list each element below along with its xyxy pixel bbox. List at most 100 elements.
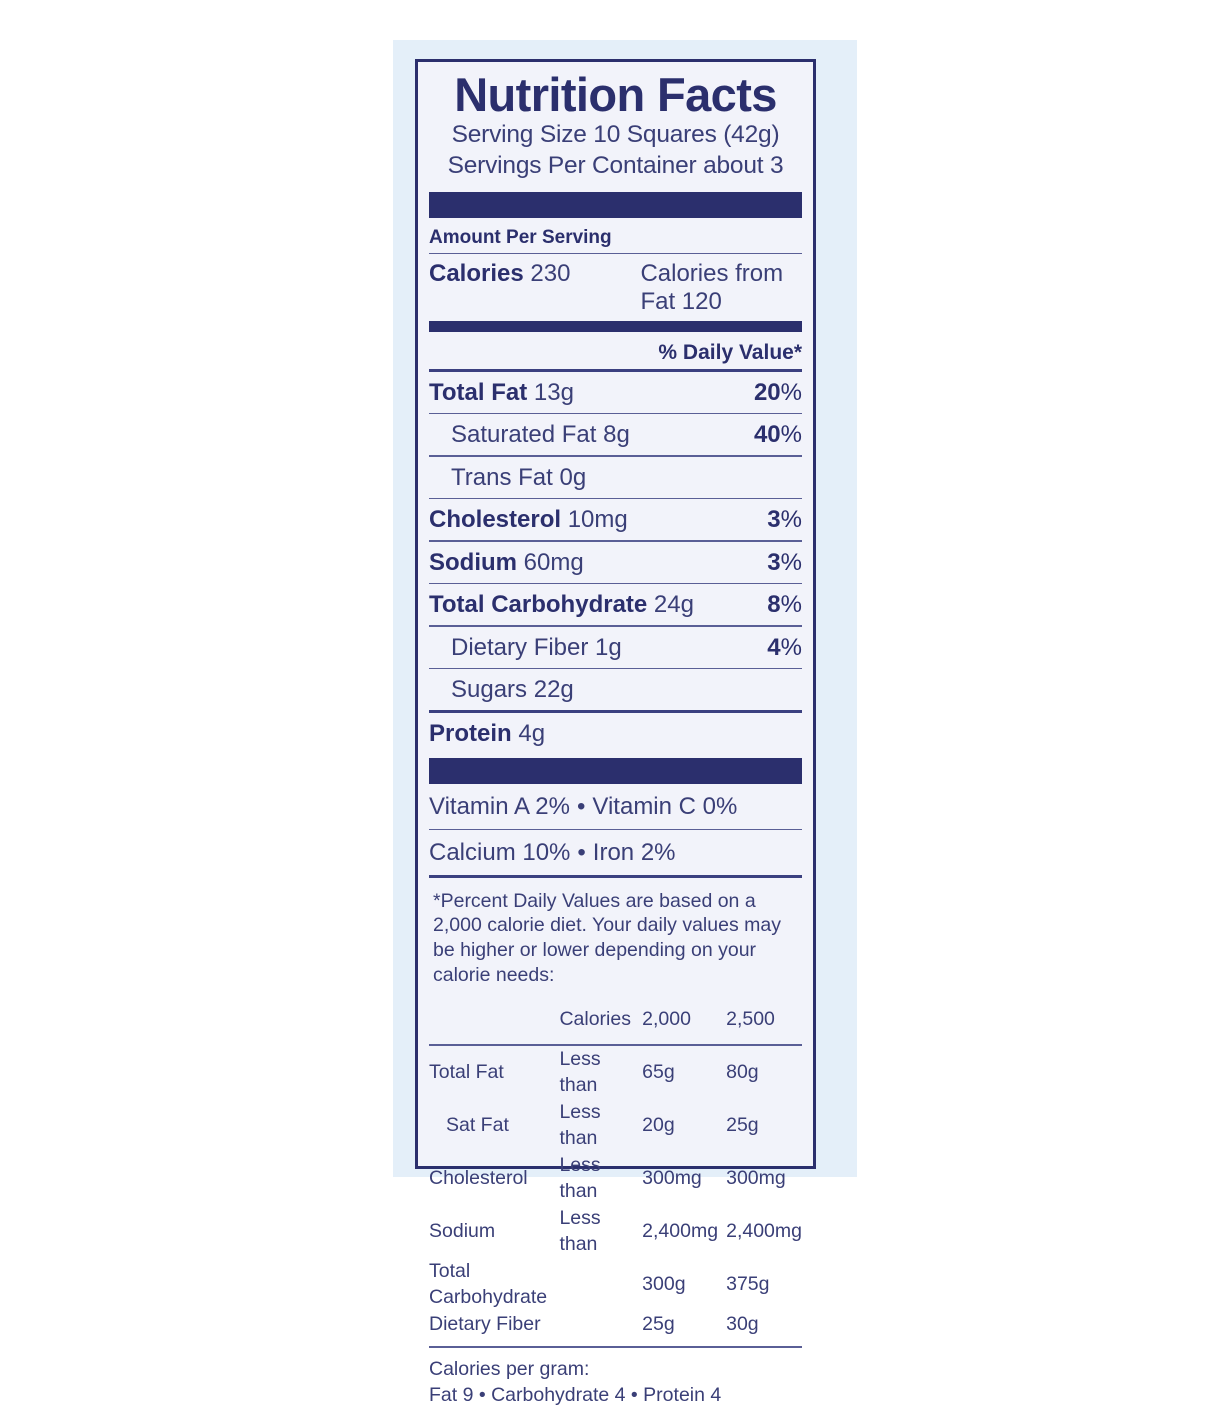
servings-per-container-text: Servings Per Container about 3 bbox=[447, 152, 784, 180]
dv-qualifier: Less than bbox=[559, 1206, 601, 1256]
nutrient-name: Saturated Fat bbox=[451, 421, 597, 449]
dv-nutrient-name: Total Fat bbox=[429, 1060, 504, 1083]
table-row: Sodium Less than 2,400mg 2,400mg bbox=[429, 1205, 802, 1258]
nutrient-amount: 10mg bbox=[567, 506, 628, 534]
nutrient-name: Trans Fat bbox=[451, 463, 553, 491]
nutrient-name: Total Carbohydrate bbox=[429, 591, 648, 619]
vitamin-a-value: Vitamin A 2% bbox=[429, 792, 570, 820]
dv-value-2500: 25g bbox=[726, 1113, 759, 1136]
table-row: Saturated Fat 8g 40% bbox=[429, 414, 802, 455]
nutrient-name: Total Fat bbox=[429, 378, 528, 406]
dv-value-2000: 20g bbox=[642, 1113, 675, 1136]
nutrient-amount: 4g bbox=[518, 719, 546, 747]
nutrient-amount: 24g bbox=[653, 591, 694, 619]
calories-divider-bar bbox=[429, 321, 802, 333]
calories-per-gram-block: Calories per gram: Fat 9 • Carbohydrate … bbox=[429, 1348, 802, 1408]
nutrient-amount: 0g bbox=[559, 463, 587, 491]
dv-value-2500: 30g bbox=[726, 1312, 759, 1335]
table-row: Sodium 60mg 3% bbox=[429, 542, 802, 583]
dv-nutrient-name: Sat Fat bbox=[446, 1113, 509, 1136]
table-row: Total Carbohydrate 24g 8% bbox=[429, 584, 802, 625]
table-row: Protein 4g bbox=[429, 713, 802, 754]
table-row: Cholesterol Less than 300mg 300mg bbox=[429, 1152, 802, 1205]
vitamin-c-value: Vitamin C 0% bbox=[592, 792, 738, 820]
dv-nutrient-name: Sodium bbox=[429, 1220, 496, 1243]
row-divider bbox=[429, 497, 802, 500]
table-row: Total Fat Less than 65g 80g bbox=[429, 1046, 802, 1099]
column-header-2500: 2,500 bbox=[726, 1007, 775, 1030]
row-divider bbox=[429, 625, 802, 627]
nutrient-name: Sugars bbox=[451, 676, 528, 704]
header-divider-bar bbox=[429, 191, 802, 218]
row-divider bbox=[429, 667, 802, 670]
table-header-divider bbox=[429, 1037, 802, 1046]
calories-value: 230 bbox=[530, 260, 571, 288]
nutrient-daily-value: 20% bbox=[753, 378, 802, 406]
dv-value-2500: 375g bbox=[726, 1273, 770, 1296]
calories-per-gram-title: Calories per gram: bbox=[429, 1357, 590, 1380]
calories-label: Calories bbox=[429, 260, 524, 288]
calcium-value: Calcium 10% bbox=[429, 839, 571, 867]
vitamins-row-2: Calcium 10% • Iron 2% bbox=[429, 830, 802, 875]
rule-under-daily-value-header bbox=[429, 369, 802, 372]
bullet-separator-icon: • bbox=[576, 792, 586, 820]
row-divider bbox=[429, 710, 802, 713]
daily-value-header: % Daily Value* bbox=[658, 341, 802, 365]
nutrient-amount: 22g bbox=[533, 676, 574, 704]
dv-nutrient-name: Total Carbohydrate bbox=[429, 1259, 548, 1309]
daily-value-footnote: *Percent Daily Values are based on a 2,0… bbox=[433, 889, 781, 986]
calories-row: Calories 230 Calories from Fat 120 bbox=[429, 254, 802, 321]
page-title: Nutrition Facts bbox=[454, 68, 777, 121]
dv-value-2000: 25g bbox=[642, 1312, 675, 1335]
nutrient-daily-value: 3% bbox=[767, 548, 802, 576]
calories-from-fat: Calories from Fat 120 bbox=[640, 260, 784, 316]
dv-value-2500: 80g bbox=[726, 1060, 759, 1083]
table-row: Total Carbohydrate 300g 375g bbox=[429, 1258, 802, 1311]
nutrient-daily-value: 3% bbox=[767, 506, 802, 534]
nutrient-daily-value: 4% bbox=[767, 633, 802, 661]
row-divider bbox=[429, 582, 802, 585]
table-row: Trans Fat 0g bbox=[429, 457, 802, 498]
amount-per-serving-label: Amount Per Serving bbox=[429, 226, 612, 248]
nutrient-name: Cholesterol bbox=[429, 506, 562, 534]
nutrient-amount: 60mg bbox=[523, 548, 584, 576]
iron-value: Iron 2% bbox=[592, 839, 676, 867]
calories-per-gram-detail: Fat 9 • Carbohydrate 4 • Protein 4 bbox=[429, 1383, 722, 1406]
table-row: Sugars 22g bbox=[429, 669, 802, 710]
column-header-blank bbox=[429, 1006, 559, 1038]
table-row: Total Fat 13g 20% bbox=[429, 372, 802, 413]
table-row: Sat Fat Less than 20g 25g bbox=[429, 1099, 802, 1152]
dv-qualifier: Less than bbox=[559, 1047, 601, 1097]
nutrient-name: Dietary Fiber bbox=[451, 633, 589, 661]
dv-qualifier: Less than bbox=[559, 1153, 601, 1203]
bullet-separator-icon: • bbox=[577, 839, 586, 867]
dv-value-2000: 300g bbox=[642, 1273, 686, 1296]
nutrition-facts-panel: Nutrition Facts Serving Size 10 Squares … bbox=[415, 59, 816, 1406]
dv-value-2500: 300mg bbox=[726, 1166, 786, 1189]
dv-nutrient-name: Cholesterol bbox=[429, 1166, 528, 1189]
protein-divider-bar bbox=[429, 757, 802, 784]
row-divider bbox=[429, 875, 802, 878]
page-background: Nutrition Facts Serving Size 10 Squares … bbox=[393, 40, 857, 1406]
serving-size-text: Serving Size 10 Squares (42g) bbox=[451, 120, 780, 148]
nutrient-amount: 8g bbox=[603, 421, 630, 449]
nutrient-name: Protein bbox=[429, 719, 512, 747]
nutrient-daily-value: 40% bbox=[753, 421, 802, 449]
dv-qualifier: Less than bbox=[559, 1100, 601, 1150]
table-row: Dietary Fiber 1g 4% bbox=[429, 627, 802, 668]
table-row: Dietary Fiber 25g 30g bbox=[429, 1311, 802, 1338]
row-divider bbox=[429, 455, 802, 457]
dv-value-2000: 2,400mg bbox=[642, 1220, 719, 1243]
rule-under-amount-per-serving bbox=[429, 252, 802, 255]
column-header-2000: 2,000 bbox=[642, 1007, 691, 1030]
dv-value-2500: 2,400mg bbox=[726, 1220, 802, 1243]
nutrient-amount: 1g bbox=[595, 633, 622, 661]
dv-value-2000: 300mg bbox=[642, 1166, 702, 1189]
dv-nutrient-name: Dietary Fiber bbox=[429, 1312, 541, 1335]
table-header-row: Calories 2,000 2,500 bbox=[429, 1006, 802, 1038]
table-row: Cholesterol 10mg 3% bbox=[429, 499, 802, 540]
dv-qualifier bbox=[559, 1258, 642, 1311]
dv-value-2000: 65g bbox=[642, 1060, 675, 1083]
vitamins-row-1: Vitamin A 2% • Vitamin C 0% bbox=[429, 784, 802, 829]
nutrient-name: Sodium bbox=[429, 548, 517, 576]
